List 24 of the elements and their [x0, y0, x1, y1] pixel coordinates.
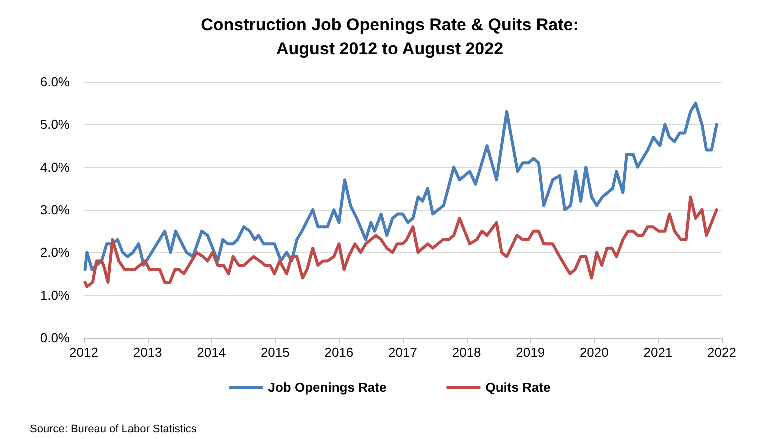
y-tick-label: 0.0% [40, 330, 70, 346]
x-tick-label: 2012 [70, 345, 98, 360]
x-tick-label: 2015 [260, 345, 290, 360]
x-tick-label: 2014 [197, 345, 226, 360]
y-tick-label: 1.0% [40, 288, 70, 303]
legend-label: Quits Rate [486, 380, 551, 395]
x-tick-label: 2016 [324, 345, 354, 360]
y-tick-label: 5.0% [40, 117, 70, 132]
x-tick-label: 2013 [133, 345, 162, 360]
line-series [84, 102, 718, 272]
x-tick-label: 2017 [388, 345, 418, 360]
x-tick-label: 2021 [644, 345, 673, 360]
y-tick-label: 2.0% [40, 245, 70, 260]
line-series [84, 196, 718, 288]
y-tick-label: 3.0% [40, 202, 70, 218]
source-note: Source: Bureau of Labor Statistics [30, 424, 198, 436]
chart-title: Construction Job Openings Rate & Quits Rate: August 2012 to August 2022 [201, 16, 579, 58]
y-tick-label: 6.0% [40, 74, 70, 90]
x-tick-label: 2022 [708, 345, 736, 360]
y-tick-label: 4.0% [40, 160, 70, 175]
x-tick-label: 2020 [580, 345, 609, 360]
x-tick-label: 2018 [452, 345, 482, 360]
x-tick-label: 2019 [516, 345, 546, 360]
legend-label: Job Openings Rate [268, 380, 387, 395]
